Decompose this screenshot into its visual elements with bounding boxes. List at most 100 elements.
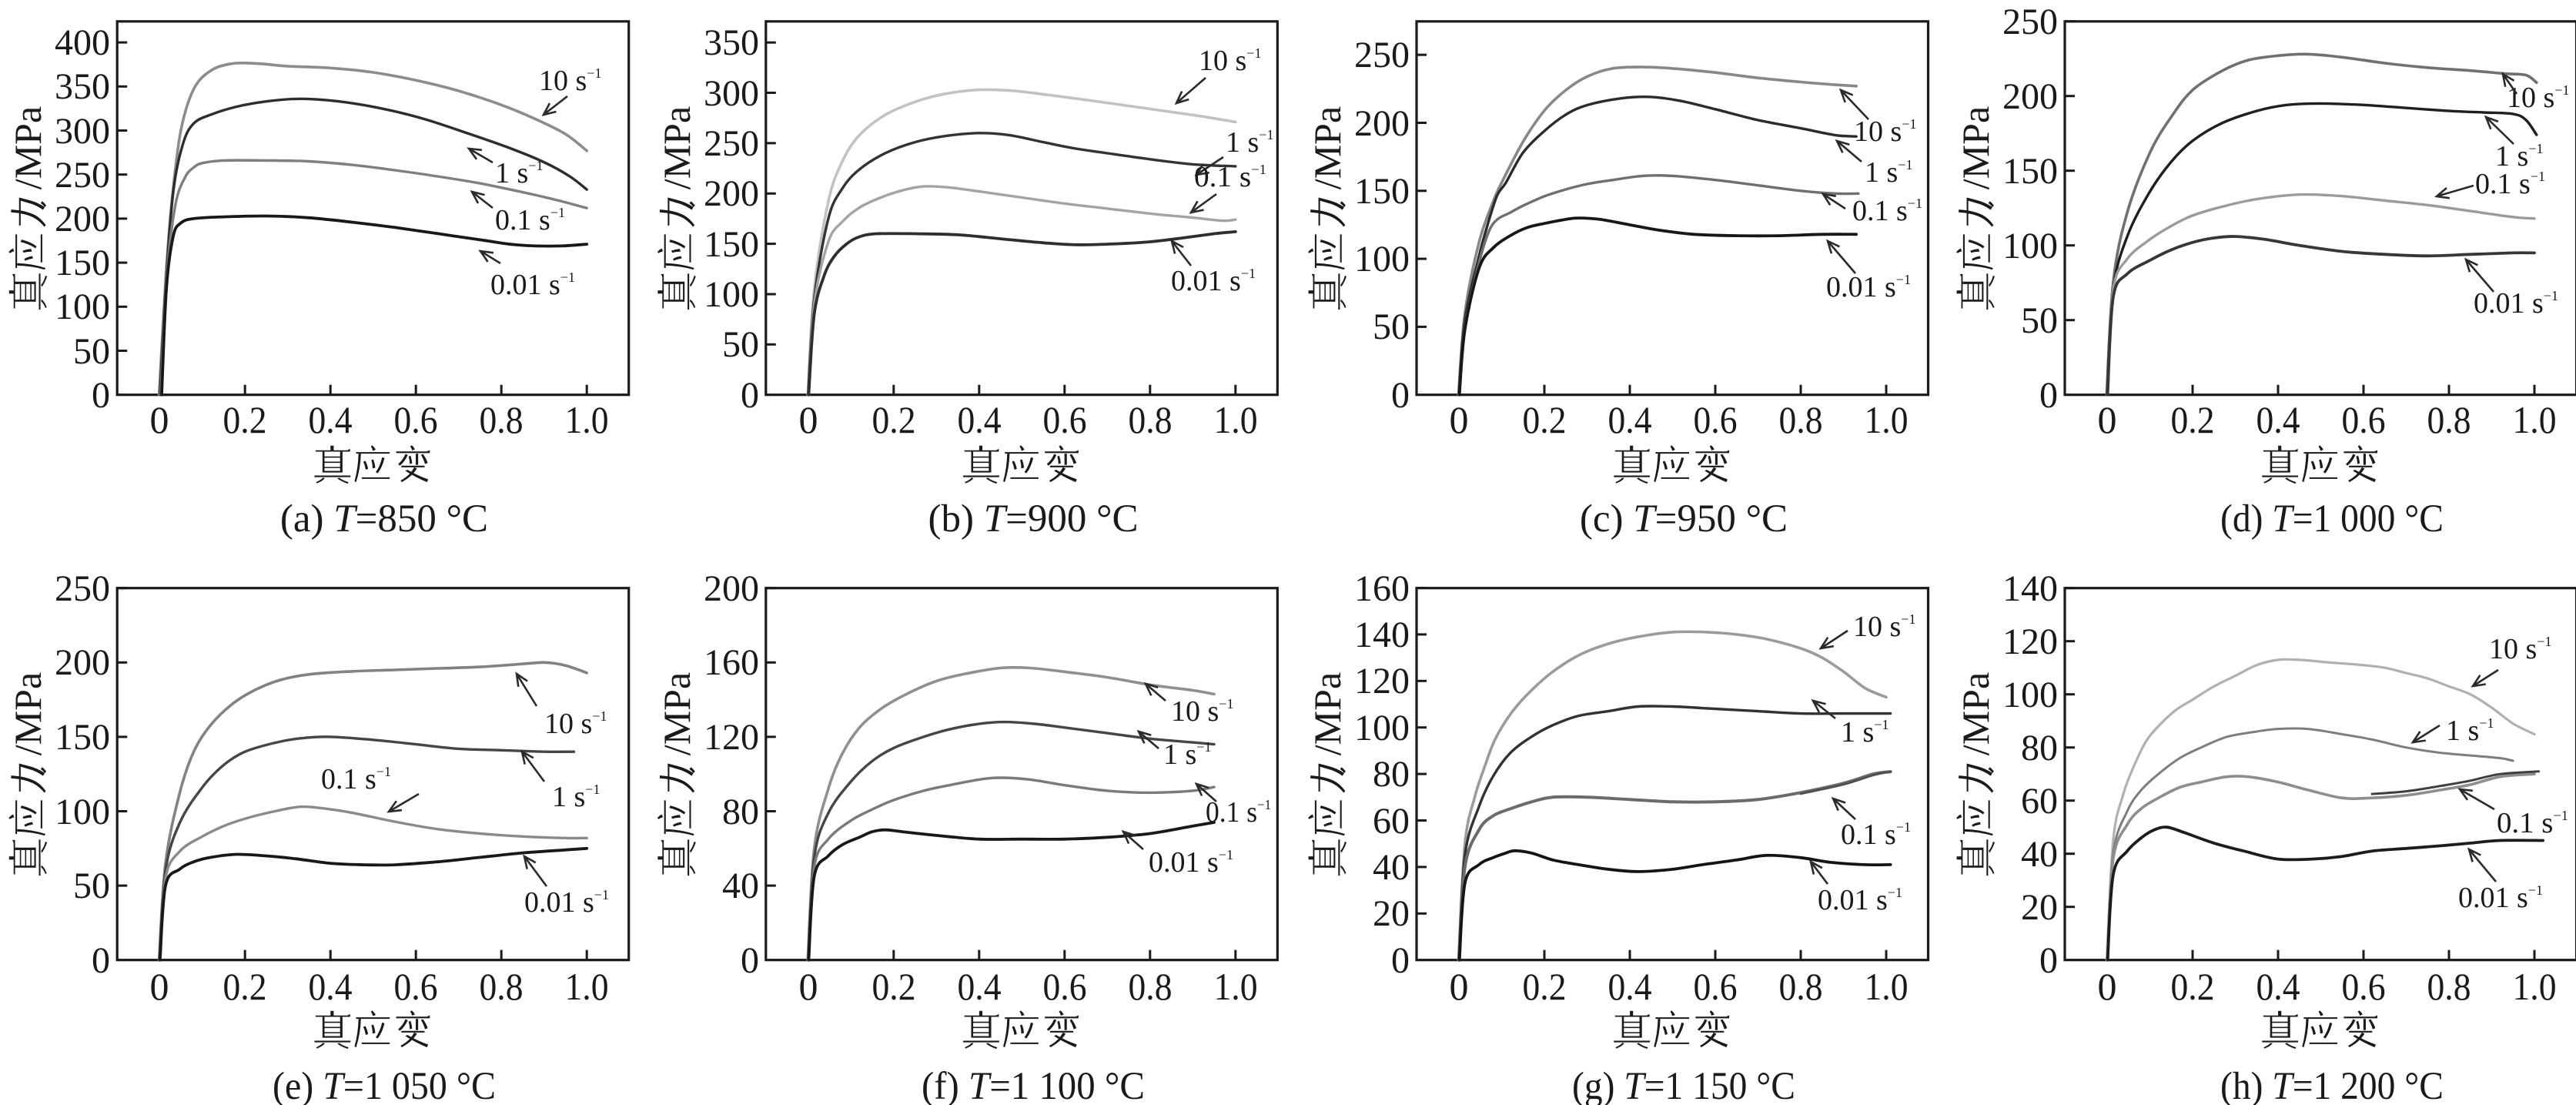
svg-text:250: 250 <box>2002 2 2058 42</box>
svg-text:0: 0 <box>1450 965 1469 1008</box>
svg-text:150: 150 <box>1354 171 1410 212</box>
svg-text:0.6: 0.6 <box>1694 398 1738 441</box>
svg-text:60: 60 <box>2021 781 2058 822</box>
svg-text:0: 0 <box>2098 398 2117 441</box>
svg-text:40: 40 <box>722 866 759 906</box>
svg-text:1.0: 1.0 <box>1214 965 1258 1008</box>
svg-text:40: 40 <box>1373 847 1410 888</box>
svg-text:0.6: 0.6 <box>1694 965 1738 1008</box>
svg-text:150: 150 <box>2002 151 2058 192</box>
svg-text:/MPa: /MPa <box>1306 672 1349 755</box>
svg-text:80: 80 <box>1373 754 1410 795</box>
svg-text:200: 200 <box>55 642 110 683</box>
svg-text:100: 100 <box>55 792 110 832</box>
svg-text:0.2: 0.2 <box>2171 398 2215 441</box>
svg-text:60: 60 <box>1373 801 1410 842</box>
svg-text:(b) T=900 °C: (b) T=900 °C <box>928 497 1138 541</box>
svg-text:0.6: 0.6 <box>2342 965 2386 1008</box>
svg-text:50: 50 <box>2021 300 2058 341</box>
svg-text:0.2: 0.2 <box>872 398 916 441</box>
svg-text:(e) T=1 050 °C: (e) T=1 050 °C <box>273 1065 496 1105</box>
svg-text:200: 200 <box>704 568 759 609</box>
svg-text:200: 200 <box>2002 76 2058 117</box>
svg-text:250: 250 <box>704 123 759 164</box>
svg-text:0: 0 <box>1391 375 1410 416</box>
svg-text:100: 100 <box>704 274 759 315</box>
svg-text:200: 200 <box>1354 103 1410 144</box>
svg-text:0.6: 0.6 <box>1043 398 1087 441</box>
svg-text:250: 250 <box>55 155 110 196</box>
svg-text:0: 0 <box>1450 398 1469 441</box>
svg-text:20: 20 <box>1373 893 1410 934</box>
svg-text:250: 250 <box>55 568 110 609</box>
svg-text:0: 0 <box>799 965 818 1008</box>
svg-text:150: 150 <box>704 224 759 265</box>
svg-text:/MPa: /MPa <box>655 672 698 755</box>
svg-text:(g) T=1 150 °C: (g) T=1 150 °C <box>1572 1065 1795 1105</box>
svg-text:0.8: 0.8 <box>1129 398 1173 441</box>
svg-text:0.4: 0.4 <box>958 398 1002 441</box>
svg-text:/MPa: /MPa <box>6 672 49 755</box>
svg-text:120: 120 <box>1354 661 1410 702</box>
svg-text:80: 80 <box>722 792 759 832</box>
svg-text:0.2: 0.2 <box>1523 965 1567 1008</box>
svg-text:0.8: 0.8 <box>1779 965 1823 1008</box>
svg-text:0.2: 0.2 <box>223 965 267 1008</box>
svg-text:1.0: 1.0 <box>1865 965 1909 1008</box>
svg-text:0: 0 <box>741 375 759 416</box>
svg-text:150: 150 <box>55 717 110 758</box>
svg-text:50: 50 <box>73 866 110 906</box>
svg-text:0: 0 <box>150 398 169 441</box>
svg-text:50: 50 <box>73 331 110 372</box>
svg-text:/MPa: /MPa <box>1954 106 1997 189</box>
svg-text:1.0: 1.0 <box>2513 965 2557 1008</box>
svg-text:0: 0 <box>2039 375 2058 416</box>
svg-text:160: 160 <box>704 642 759 683</box>
svg-text:0.8: 0.8 <box>2427 965 2471 1008</box>
svg-text:0.01 s−1: 0.01 s−1 <box>1149 846 1233 879</box>
svg-text:0.2: 0.2 <box>223 398 267 441</box>
svg-text:400: 400 <box>55 22 110 63</box>
svg-text:0.2: 0.2 <box>872 965 916 1008</box>
svg-text:0.4: 0.4 <box>1608 965 1652 1008</box>
svg-text:140: 140 <box>1354 614 1410 655</box>
svg-text:50: 50 <box>1373 306 1410 347</box>
svg-text:0: 0 <box>799 398 818 441</box>
svg-text:0.6: 0.6 <box>1043 965 1087 1008</box>
svg-text:0.4: 0.4 <box>309 398 353 441</box>
svg-text:100: 100 <box>55 286 110 327</box>
svg-text:200: 200 <box>704 173 759 214</box>
svg-text:200: 200 <box>55 199 110 239</box>
svg-text:/MPa: /MPa <box>655 106 698 189</box>
svg-text:0.4: 0.4 <box>958 965 1002 1008</box>
svg-text:/MPa: /MPa <box>6 106 49 189</box>
svg-text:0: 0 <box>741 940 759 981</box>
svg-text:0.6: 0.6 <box>394 965 438 1008</box>
svg-text:150: 150 <box>55 243 110 283</box>
svg-text:0.6: 0.6 <box>2342 398 2386 441</box>
svg-text:300: 300 <box>704 73 759 114</box>
svg-text:350: 350 <box>55 66 110 107</box>
svg-text:0.2: 0.2 <box>2171 965 2215 1008</box>
svg-text:350: 350 <box>704 22 759 63</box>
svg-text:0.4: 0.4 <box>2257 398 2300 441</box>
svg-text:80: 80 <box>2021 728 2058 768</box>
svg-text:1.0: 1.0 <box>2513 398 2557 441</box>
svg-text:1.0: 1.0 <box>1865 398 1909 441</box>
svg-text:0.8: 0.8 <box>1779 398 1823 441</box>
svg-text:120: 120 <box>704 717 759 758</box>
svg-text:1.0: 1.0 <box>1214 398 1258 441</box>
svg-text:300: 300 <box>55 111 110 152</box>
svg-text:(f) T=1 100 °C: (f) T=1 100 °C <box>922 1065 1145 1105</box>
svg-text:0.8: 0.8 <box>1129 965 1173 1008</box>
svg-text:40: 40 <box>2021 834 2058 875</box>
svg-text:0: 0 <box>92 940 110 981</box>
svg-text:120: 120 <box>2002 621 2058 662</box>
svg-text:100: 100 <box>2002 675 2058 715</box>
svg-text:0.8: 0.8 <box>480 398 524 441</box>
svg-text:/MPa: /MPa <box>1954 672 1997 755</box>
svg-text:20: 20 <box>2021 887 2058 928</box>
svg-text:100: 100 <box>1354 239 1410 280</box>
svg-text:100: 100 <box>1354 708 1410 748</box>
svg-text:0: 0 <box>2098 965 2117 1008</box>
